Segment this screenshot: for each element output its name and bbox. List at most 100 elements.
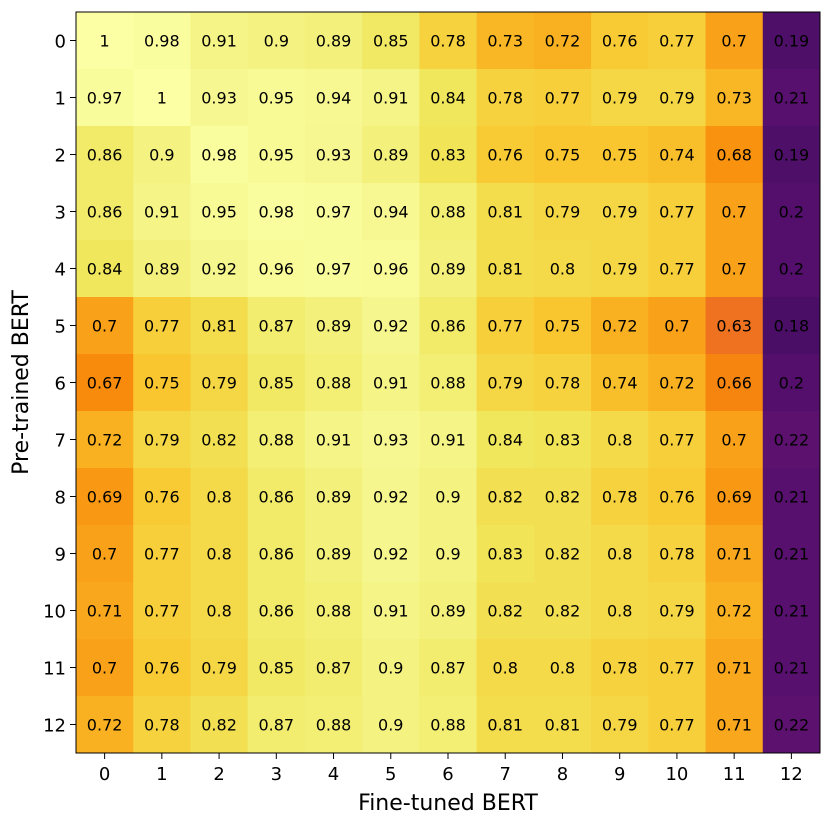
heatmap-cell xyxy=(762,297,821,355)
heatmap-cell xyxy=(133,525,191,583)
heatmap-cell xyxy=(304,639,363,697)
heatmap-cell xyxy=(533,639,592,697)
heatmap-cell xyxy=(247,639,306,697)
heatmap-cell-label: 0.83 xyxy=(545,431,581,450)
heatmap-cell-label: 0.91 xyxy=(373,89,409,108)
heatmap-cell xyxy=(591,183,649,241)
heatmap-cell-label: 0.76 xyxy=(602,32,638,51)
heatmap-cell-label: 0.68 xyxy=(716,146,752,165)
heatmap-cell xyxy=(419,411,478,469)
heatmap-cell-label: 0.8 xyxy=(206,602,231,621)
heatmap-cell xyxy=(705,639,764,697)
heatmap-cell xyxy=(247,12,306,70)
heatmap-cell xyxy=(304,525,363,583)
heatmap-cell-label: 0.98 xyxy=(144,32,180,51)
heatmap-cell-label: 0.78 xyxy=(602,488,638,507)
y-tick-label: 3 xyxy=(55,203,66,224)
x-tick-label: 3 xyxy=(271,764,282,785)
heatmap-cell xyxy=(533,696,592,754)
heatmap-cell xyxy=(476,525,535,583)
heatmap-cell xyxy=(247,240,306,298)
heatmap-cell-label: 0.63 xyxy=(716,317,752,336)
heatmap-cell xyxy=(762,126,821,184)
heatmap-cell xyxy=(133,297,191,355)
x-tick-label: 7 xyxy=(500,764,511,785)
heatmap-cell xyxy=(76,696,134,754)
heatmap-cell xyxy=(762,525,821,583)
heatmap-cell xyxy=(762,468,821,526)
heatmap-cell-label: 0.91 xyxy=(316,431,352,450)
heatmap-cell-label: 0.72 xyxy=(659,374,695,393)
heatmap-cell-label: 0.79 xyxy=(602,89,638,108)
heatmap-cell xyxy=(419,639,478,697)
heatmap-cell-label: 0.87 xyxy=(258,716,294,735)
heatmap-cell xyxy=(591,696,649,754)
heatmap-cell xyxy=(533,12,592,70)
y-tick-label: 6 xyxy=(55,374,66,395)
heatmap-cell xyxy=(476,183,535,241)
heatmap-cell-label: 0.8 xyxy=(206,488,231,507)
heatmap-cell-label: 0.79 xyxy=(659,602,695,621)
heatmap-cell-label: 0.78 xyxy=(144,716,180,735)
heatmap-cell-label: 0.79 xyxy=(201,659,237,678)
y-axis-label: Pre-trained BERT xyxy=(9,290,34,475)
heatmap-cell-label: 0.94 xyxy=(373,203,409,222)
heatmap-cell xyxy=(476,582,535,640)
heatmap-cell-label: 0.81 xyxy=(487,203,523,222)
heatmap-cell xyxy=(591,126,649,184)
heatmap-cell-label: 0.78 xyxy=(659,545,695,564)
heatmap-cell-label: 0.21 xyxy=(774,89,810,108)
heatmap-cell xyxy=(705,240,764,298)
heatmap-cell xyxy=(648,12,707,70)
heatmap-cell xyxy=(419,12,478,70)
heatmap-cell-label: 0.7 xyxy=(721,260,746,279)
heatmap-cell xyxy=(762,639,821,697)
heatmap-cell xyxy=(762,411,821,469)
heatmap-cell xyxy=(591,240,649,298)
heatmap-cell-label: 0.91 xyxy=(373,602,409,621)
heatmap-cell xyxy=(304,354,363,412)
heatmap-cell-label: 0.69 xyxy=(716,488,752,507)
heatmap-cell xyxy=(190,297,249,355)
heatmap-cell-label: 0.9 xyxy=(264,32,289,51)
heatmap-cell-label: 0.93 xyxy=(316,146,352,165)
heatmap-cell-label: 0.92 xyxy=(201,260,237,279)
heatmap-cell xyxy=(190,354,249,412)
heatmap-cell-labels: 1 0.98 0.91 0.9 0.89 0.85 0.78 0.73 0.72 0.76 0.77… xyxy=(87,32,809,735)
heatmap-cell xyxy=(304,297,363,355)
heatmap-cell-label: 0.2 xyxy=(779,203,804,222)
heatmap-cell-label: 0.74 xyxy=(659,146,695,165)
heatmap-cell-label: 0.88 xyxy=(316,602,352,621)
heatmap-cell-label: 0.85 xyxy=(258,659,294,678)
heatmap-cell xyxy=(76,411,134,469)
heatmap-cell-label: 0.83 xyxy=(487,545,523,564)
heatmap-cell-label: 0.82 xyxy=(545,602,581,621)
heatmap-cell xyxy=(419,525,478,583)
heatmap-cell xyxy=(648,183,707,241)
heatmap-cell xyxy=(362,126,420,184)
heatmap-cell xyxy=(76,639,134,697)
heatmap-cell xyxy=(133,696,191,754)
heatmap-cell xyxy=(362,240,420,298)
heatmap-cell xyxy=(533,240,592,298)
heatmap-cell-label: 0.78 xyxy=(602,659,638,678)
heatmap-cell-label: 0.86 xyxy=(258,545,294,564)
heatmap-cell xyxy=(362,297,420,355)
heatmap-cell-label: 0.91 xyxy=(201,32,237,51)
heatmap-cell-label: 0.79 xyxy=(201,374,237,393)
heatmap-cell xyxy=(304,468,363,526)
heatmap-cell xyxy=(476,240,535,298)
heatmap-cell xyxy=(648,354,707,412)
heatmap-cell-label: 0.19 xyxy=(774,146,810,165)
heatmap-cell-label: 0.79 xyxy=(659,89,695,108)
heatmap-cell-label: 0.21 xyxy=(774,602,810,621)
heatmap-cell-label: 0.88 xyxy=(430,374,466,393)
heatmap-cell xyxy=(533,69,592,127)
heatmap-cell xyxy=(591,411,649,469)
heatmap-cell xyxy=(648,639,707,697)
heatmap-cell-label: 0.7 xyxy=(721,32,746,51)
heatmap-cell xyxy=(76,354,134,412)
heatmap-cell xyxy=(419,69,478,127)
y-tick-label: 2 xyxy=(55,146,66,167)
y-tick-label: 7 xyxy=(55,431,66,452)
